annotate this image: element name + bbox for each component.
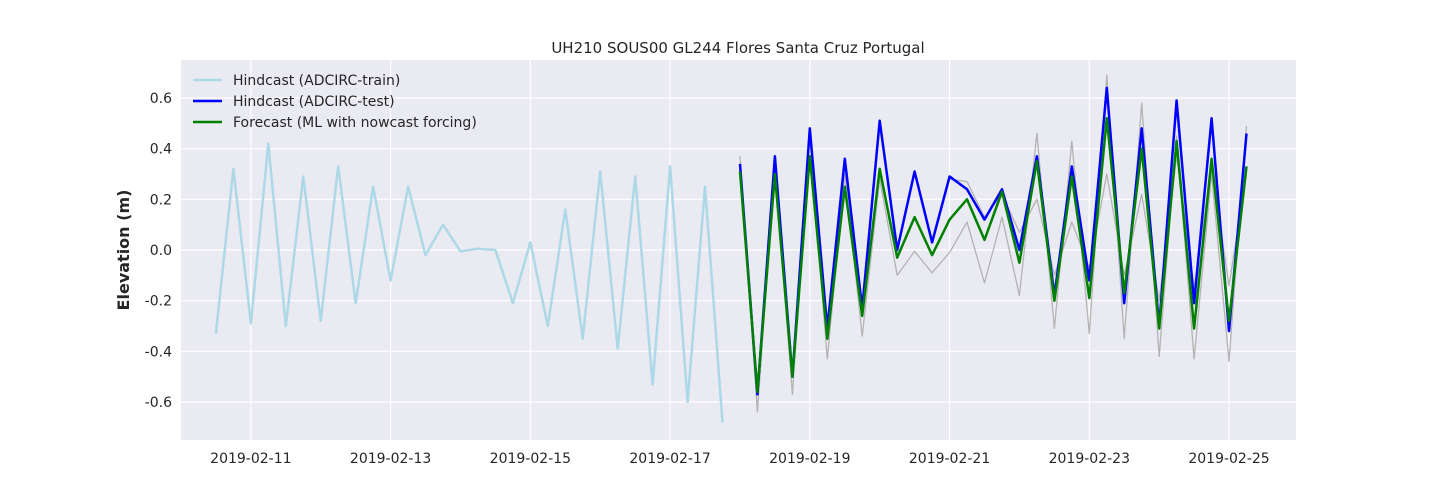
x-tick-label: 2019-02-11 xyxy=(210,451,291,467)
x-tick-label: 2019-02-25 xyxy=(1188,451,1269,467)
y-tick-label: 0.6 xyxy=(150,91,172,107)
x-tick-label: 2019-02-23 xyxy=(1049,451,1130,467)
x-tick-label: 2019-02-13 xyxy=(350,451,431,467)
grid xyxy=(181,60,1296,440)
y-tick-label: 0.0 xyxy=(150,243,172,259)
x-tick-label: 2019-02-21 xyxy=(909,451,990,467)
legend-label: Hindcast (ADCIRC-train) xyxy=(233,73,400,89)
x-tick-label: 2019-02-15 xyxy=(490,451,571,467)
legend-label: Hindcast (ADCIRC-test) xyxy=(233,94,395,110)
x-tick-label: 2019-02-17 xyxy=(629,451,710,467)
y-tick-label: 0.2 xyxy=(150,192,172,208)
y-tick-labels: -0.6 -0.4 -0.2 0.0 0.2 0.4 0.6 xyxy=(145,91,172,411)
series-line-forecast-ml-with-nowcast-forcing xyxy=(738,117,1248,394)
y-tick-label: -0.4 xyxy=(145,344,172,360)
x-tick-label: 2019-02-19 xyxy=(769,451,850,467)
series-line-unlabeled-1 xyxy=(739,74,1248,413)
series-layer xyxy=(214,74,1248,423)
legend: Hindcast (ADCIRC-train) Hindcast (ADCIRC-… xyxy=(193,73,477,131)
x-tick-labels: 2019-02-11 2019-02-13 2019-02-15 2019-02-17… xyxy=(210,451,1270,467)
series-line-hindcast-adcirc-train xyxy=(214,142,724,423)
y-tick-label: 0.4 xyxy=(150,142,172,158)
y-axis-label: Elevation (m) xyxy=(114,190,133,311)
legend-label: Forecast (ML with nowcast forcing) xyxy=(233,115,477,131)
y-tick-label: -0.6 xyxy=(145,395,172,411)
chart-title: UH210 SOUS00 GL244 Flores Santa Cruz Por… xyxy=(551,39,924,57)
y-tick-label: -0.2 xyxy=(145,294,172,310)
